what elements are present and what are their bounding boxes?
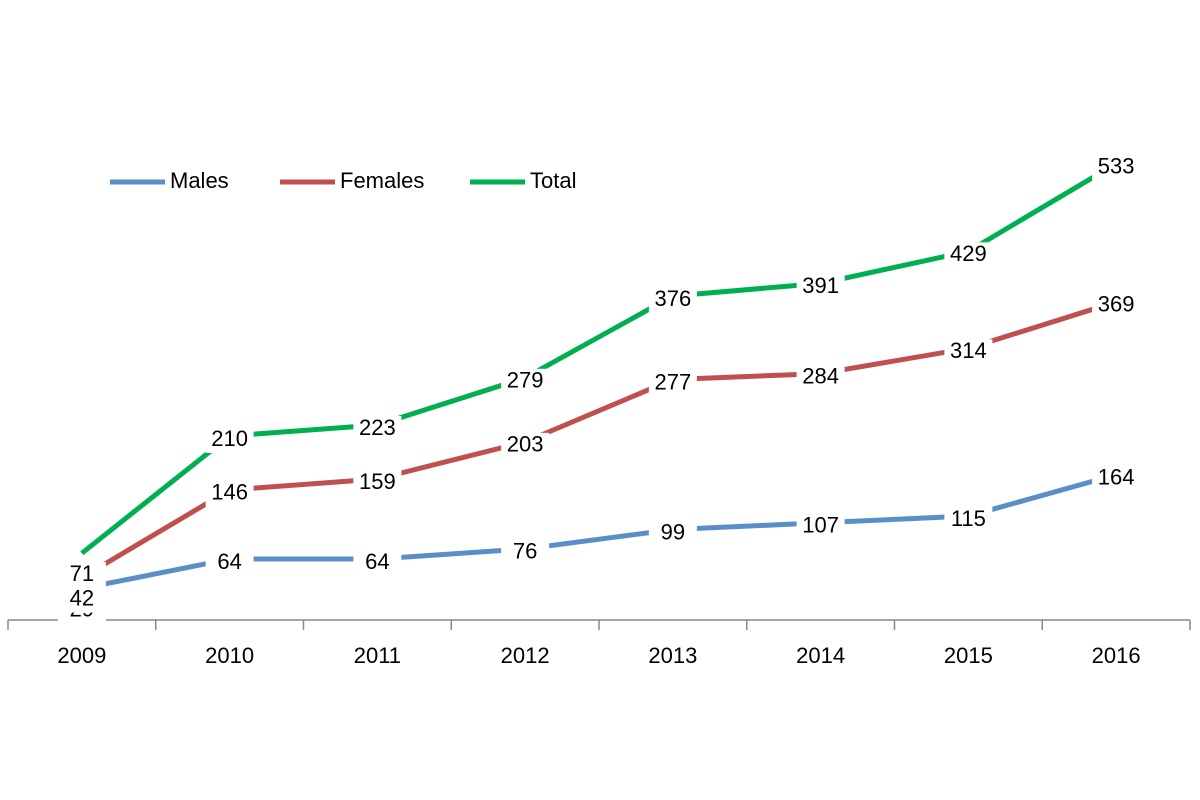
label-bg — [1092, 465, 1141, 492]
data-label: 99 — [661, 519, 685, 544]
data-label: 71 — [70, 561, 94, 586]
label-bg — [796, 513, 845, 540]
data-label: 146 — [211, 480, 248, 505]
label-bg — [944, 242, 993, 269]
data-label: 164 — [1098, 465, 1135, 490]
label-bg — [648, 370, 697, 397]
label-bg — [1092, 292, 1141, 319]
data-label: 277 — [655, 369, 692, 394]
data-label: 159 — [359, 469, 396, 494]
label-bg — [205, 426, 254, 453]
label-bg — [57, 562, 106, 589]
label-bg — [501, 432, 550, 459]
data-label: 203 — [507, 432, 544, 457]
series-line — [80, 299, 1117, 580]
label-bg — [501, 368, 550, 395]
x-tick-label: 2014 — [796, 643, 845, 668]
label-bg — [501, 539, 550, 566]
x-tick-label: 2016 — [1092, 643, 1141, 668]
data-label: 42 — [70, 585, 94, 610]
data-label: 376 — [655, 286, 692, 311]
label-bg — [796, 274, 845, 301]
label-bg — [57, 586, 106, 613]
data-label: 107 — [802, 513, 839, 538]
data-label: 115 — [951, 506, 986, 531]
label-bg — [353, 469, 402, 496]
x-tick-label: 2011 — [354, 643, 401, 668]
data-label: 64 — [217, 549, 241, 574]
x-tick-label: 2012 — [501, 643, 550, 668]
x-tick-label: 2009 — [57, 643, 106, 668]
data-label: 64 — [365, 549, 389, 574]
label-bg — [944, 339, 993, 366]
data-label: 279 — [507, 368, 544, 393]
label-bg — [1092, 154, 1141, 181]
x-tick-label: 2013 — [648, 643, 697, 668]
label-bg — [648, 520, 697, 547]
data-label: 76 — [513, 539, 537, 564]
data-label: 533 — [1098, 153, 1135, 178]
data-label: 391 — [802, 273, 839, 298]
data-label: 314 — [950, 338, 987, 363]
x-tick-label: 2010 — [205, 643, 254, 668]
data-label: 369 — [1098, 292, 1135, 317]
data-label: 284 — [802, 363, 839, 388]
x-tick-label: 2015 — [944, 643, 993, 668]
label-bg — [796, 364, 845, 391]
label-bg — [353, 550, 402, 577]
label-bg — [944, 507, 993, 534]
legend-label: Females — [340, 168, 424, 193]
label-bg — [205, 550, 254, 577]
label-bg — [648, 287, 697, 314]
label-bg — [353, 416, 402, 443]
data-label: 223 — [359, 415, 396, 440]
data-label: 210 — [211, 426, 248, 451]
series-line — [81, 472, 1117, 592]
data-label: 429 — [950, 241, 987, 266]
legend-label: Total — [530, 168, 576, 193]
legend-label: Males — [170, 168, 229, 193]
label-bg — [205, 480, 254, 507]
series-line — [80, 161, 1118, 556]
